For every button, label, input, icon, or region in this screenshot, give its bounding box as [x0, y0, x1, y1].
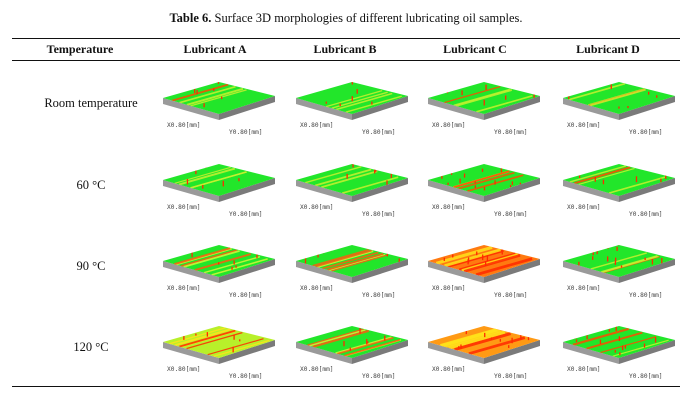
header-lubricant-d: Lubricant D [576, 42, 640, 56]
surface-3d-plot: X0.80[mm] Y0.80[mm] [157, 314, 285, 380]
x-axis-label: X0.80[mm] [432, 122, 466, 129]
y-axis-label: Y0.80[mm] [362, 373, 396, 380]
surface-3d-plot: X0.80[mm] Y0.80[mm] [557, 70, 685, 136]
row-label-120: 120 °C [73, 340, 109, 354]
surface-3d-image: X0.80[mm] Y0.80[mm] [296, 245, 408, 299]
surface-3d-plot: X0.80[mm] Y0.80[mm] [290, 233, 418, 299]
surface-3d-image: X0.80[mm] Y0.80[mm] [163, 245, 275, 299]
table-caption: Table 6. Surface 3D morphologies of diff… [0, 11, 692, 26]
y-axis-label: Y0.80[mm] [629, 211, 663, 218]
surface-3d-plot: X0.80[mm] Y0.80[mm] [557, 233, 685, 299]
x-axis-label: X0.80[mm] [432, 204, 466, 211]
y-axis-label: Y0.80[mm] [362, 211, 396, 218]
surface-3d-plot: X0.80[mm] Y0.80[mm] [422, 233, 550, 299]
x-axis-label: X0.80[mm] [432, 366, 466, 373]
y-axis-label: Y0.80[mm] [629, 292, 663, 299]
table-bottom-rule [12, 386, 680, 388]
y-axis-label: Y0.80[mm] [494, 373, 528, 380]
surface-3d-image: X0.80[mm] Y0.80[mm] [428, 164, 540, 218]
y-axis-label: Y0.80[mm] [629, 373, 663, 380]
surface-3d-image: X0.80[mm] Y0.80[mm] [296, 164, 408, 218]
y-axis-label: Y0.80[mm] [229, 129, 263, 136]
surface-3d-plot: X0.80[mm] Y0.80[mm] [157, 233, 285, 299]
x-axis-label: X0.80[mm] [567, 366, 601, 373]
header-lubricant-c: Lubricant C [443, 42, 507, 56]
surface-3d-image: X0.80[mm] Y0.80[mm] [563, 82, 675, 136]
surface-3d-image: X0.80[mm] Y0.80[mm] [428, 326, 540, 380]
surface-3d-image: X0.80[mm] Y0.80[mm] [428, 82, 540, 136]
surface-3d-plot: X0.80[mm] Y0.80[mm] [557, 314, 685, 380]
header-temperature: Temperature [46, 42, 114, 56]
x-axis-label: X0.80[mm] [300, 204, 334, 211]
x-axis-label: X0.80[mm] [432, 285, 466, 292]
y-axis-label: Y0.80[mm] [362, 292, 396, 299]
x-axis-label: X0.80[mm] [167, 366, 201, 373]
header-lubricant-b: Lubricant B [313, 42, 377, 56]
surface-3d-image: X0.80[mm] Y0.80[mm] [163, 82, 275, 136]
row-label-60: 60 °C [76, 178, 106, 192]
caption-text: Surface 3D morphologies of different lub… [211, 11, 523, 25]
table-header-rule [12, 60, 680, 61]
surface-3d-plot: X0.80[mm] Y0.80[mm] [290, 314, 418, 380]
surface-3d-plot: X0.80[mm] Y0.80[mm] [157, 152, 285, 218]
surface-3d-plot: X0.80[mm] Y0.80[mm] [422, 314, 550, 380]
y-axis-label: Y0.80[mm] [229, 292, 263, 299]
x-axis-label: X0.80[mm] [167, 285, 201, 292]
surface-3d-image: X0.80[mm] Y0.80[mm] [563, 326, 675, 380]
surface-3d-plot: X0.80[mm] Y0.80[mm] [422, 70, 550, 136]
x-axis-label: X0.80[mm] [167, 204, 201, 211]
x-axis-label: X0.80[mm] [300, 366, 334, 373]
y-axis-label: Y0.80[mm] [629, 129, 663, 136]
surface-3d-image: X0.80[mm] Y0.80[mm] [428, 245, 540, 299]
x-axis-label: X0.80[mm] [567, 204, 601, 211]
y-axis-label: Y0.80[mm] [494, 129, 528, 136]
y-axis-label: Y0.80[mm] [494, 292, 528, 299]
surface-3d-image: X0.80[mm] Y0.80[mm] [296, 326, 408, 380]
x-axis-label: X0.80[mm] [300, 285, 334, 292]
table-top-rule [12, 38, 680, 40]
y-axis-label: Y0.80[mm] [229, 211, 263, 218]
x-axis-label: X0.80[mm] [167, 122, 201, 129]
row-label-90: 90 °C [76, 259, 106, 273]
y-axis-label: Y0.80[mm] [229, 373, 263, 380]
row-label-room: Room temperature [44, 96, 138, 110]
surface-3d-image: X0.80[mm] Y0.80[mm] [563, 245, 675, 299]
surface-3d-image: X0.80[mm] Y0.80[mm] [163, 326, 275, 380]
y-axis-label: Y0.80[mm] [362, 129, 396, 136]
x-axis-label: X0.80[mm] [567, 285, 601, 292]
surface-3d-plot: X0.80[mm] Y0.80[mm] [290, 152, 418, 218]
caption-label: Table 6. [169, 11, 212, 25]
surface-3d-image: X0.80[mm] Y0.80[mm] [563, 164, 675, 218]
x-axis-label: X0.80[mm] [567, 122, 601, 129]
surface-3d-plot: X0.80[mm] Y0.80[mm] [557, 152, 685, 218]
surface-3d-plot: X0.80[mm] Y0.80[mm] [157, 70, 285, 136]
surface-3d-plot: X0.80[mm] Y0.80[mm] [422, 152, 550, 218]
header-lubricant-a: Lubricant A [183, 42, 247, 56]
surface-3d-image: X0.80[mm] Y0.80[mm] [296, 82, 408, 136]
y-axis-label: Y0.80[mm] [494, 211, 528, 218]
x-axis-label: X0.80[mm] [300, 122, 334, 129]
surface-3d-plot: X0.80[mm] Y0.80[mm] [290, 70, 418, 136]
surface-3d-image: X0.80[mm] Y0.80[mm] [163, 164, 275, 218]
